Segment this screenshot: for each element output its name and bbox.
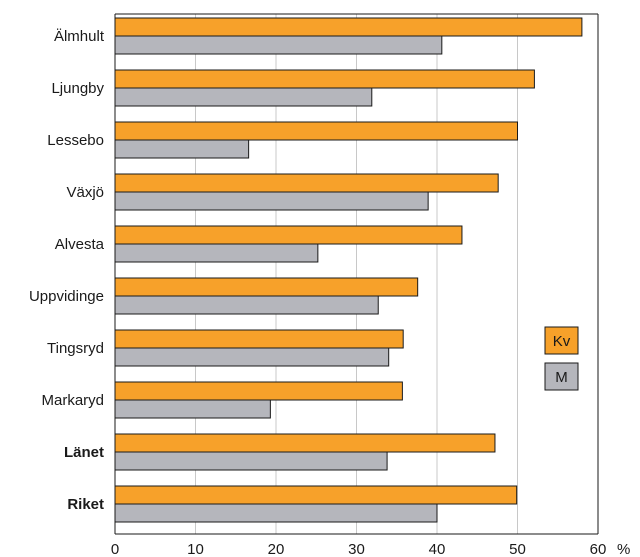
bar-m-5 [114, 295, 379, 315]
legend-label-m: M [555, 369, 568, 386]
x-tick-label: 20 [268, 541, 285, 557]
category-labels: Älmhult Ljungby Lessebo Växjö Alvesta Uppvidi… [29, 28, 105, 513]
category-label: Älmhult [54, 28, 105, 45]
category-label: Alvesta [55, 236, 105, 253]
bar-kv-0 [114, 17, 583, 37]
bar-kv-9 [114, 485, 518, 505]
x-tick-labels: 0 10 20 30 40 50 60 [111, 541, 607, 557]
bar-kv-7 [114, 381, 403, 401]
x-tick-label: 10 [187, 541, 204, 557]
bar-m-4 [114, 243, 319, 263]
legend-label-kv: Kv [553, 333, 571, 350]
bar-kv-1 [114, 69, 535, 89]
bar-m-7 [114, 399, 271, 419]
x-tick-label: 40 [429, 541, 446, 557]
x-tick-label: 50 [509, 541, 526, 557]
bar-m-6 [114, 347, 390, 367]
legend: Kv M [544, 326, 579, 391]
category-label: Markaryd [41, 392, 104, 409]
category-label: Ljungby [51, 80, 104, 97]
x-tick-label: 60 [590, 541, 607, 557]
bar-kv-2 [114, 121, 518, 141]
category-label: Länet [64, 444, 104, 461]
bar-kv-6 [114, 329, 404, 349]
bar-kv-3 [114, 173, 499, 193]
bar-m-2 [114, 139, 250, 159]
bar-kv-4 [114, 225, 463, 245]
bars [114, 17, 583, 523]
legend-swatch-m [544, 362, 579, 391]
bar-kv-5 [114, 277, 419, 297]
bar-m-1 [114, 87, 373, 107]
bar-m-0 [114, 35, 443, 55]
bar-kv-8 [114, 433, 496, 453]
category-label: Växjö [66, 184, 104, 201]
category-label: Tingsryd [47, 340, 104, 357]
x-unit-label: % [617, 541, 630, 557]
x-tick-label: 0 [111, 541, 119, 557]
bar-m-8 [114, 451, 388, 471]
bar-m-9 [114, 503, 438, 523]
category-label: Riket [67, 496, 104, 513]
bar-m-3 [114, 191, 429, 211]
x-tick-label: 30 [348, 541, 365, 557]
category-label: Uppvidinge [29, 288, 104, 305]
legend-swatch-kv [544, 326, 579, 355]
category-label: Lessebo [47, 132, 104, 149]
